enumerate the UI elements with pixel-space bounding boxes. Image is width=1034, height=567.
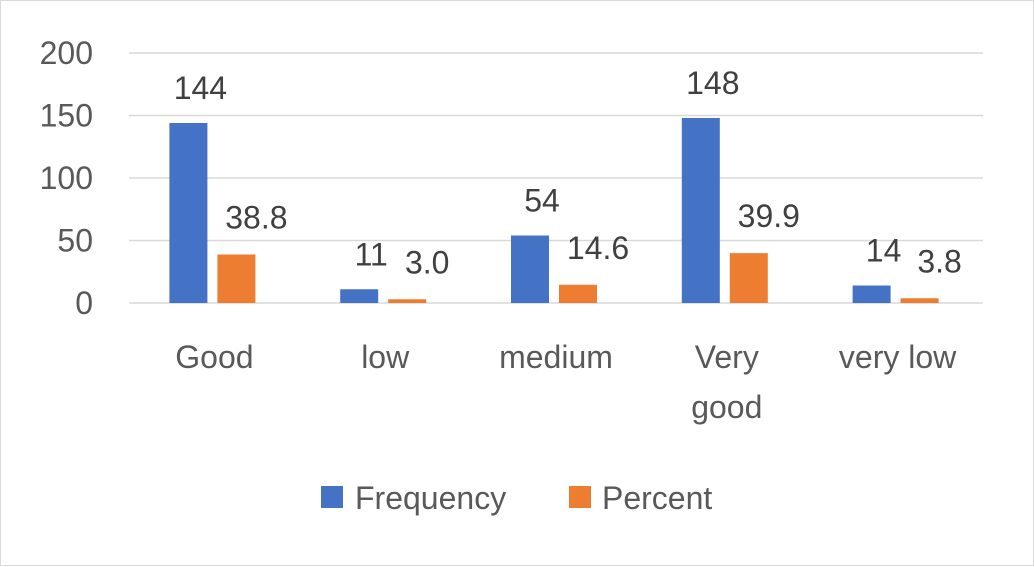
data-label-frequency: 14 <box>866 233 902 269</box>
legend-label-percent: Percent <box>602 480 712 516</box>
legend: Frequency Percent <box>321 480 712 516</box>
bar-percent-1 <box>388 299 427 303</box>
legend-swatch-percent <box>569 486 591 508</box>
bar-frequency-3 <box>681 118 720 303</box>
y-tick-label: 150 <box>40 98 93 134</box>
legend-label-frequency: Frequency <box>355 480 506 516</box>
data-label-frequency: 54 <box>524 183 560 219</box>
y-axis-ticks: 0 50 100 150 200 <box>40 35 93 321</box>
data-label-percent: 39.9 <box>738 198 800 234</box>
category-label: low <box>361 339 410 375</box>
y-tick-label: 100 <box>40 160 93 196</box>
y-tick-label: 0 <box>75 285 93 321</box>
legend-swatch-frequency <box>321 486 343 508</box>
data-label-frequency: 148 <box>686 65 739 101</box>
bar-frequency-0 <box>169 123 208 303</box>
data-label-frequency: 11 <box>355 236 388 272</box>
data-label-percent: 3.8 <box>917 243 961 279</box>
bar-frequency-2 <box>511 235 549 303</box>
gridlines <box>129 52 983 304</box>
category-label: Good <box>175 339 253 375</box>
category-label: good <box>691 389 762 425</box>
bar-percent-4 <box>900 298 939 303</box>
category-label: medium <box>499 339 613 375</box>
bar-percent-2 <box>559 284 597 303</box>
bars <box>169 118 939 303</box>
bar-percent-3 <box>729 253 768 303</box>
category-label: Very <box>695 339 759 375</box>
y-tick-label: 50 <box>57 223 93 259</box>
data-label-percent: 14.6 <box>567 230 629 266</box>
category-label: very low <box>839 339 957 375</box>
data-label-frequency: 144 <box>174 70 227 106</box>
bar-frequency-4 <box>852 285 891 303</box>
x-axis-categories: Good low medium Very good very low <box>175 339 957 425</box>
bar-percent-0 <box>217 254 256 303</box>
bar-frequency-1 <box>340 289 379 303</box>
data-label-percent: 3.0 <box>405 244 449 280</box>
y-tick-label: 200 <box>40 35 93 71</box>
data-label-percent: 38.8 <box>225 200 287 236</box>
